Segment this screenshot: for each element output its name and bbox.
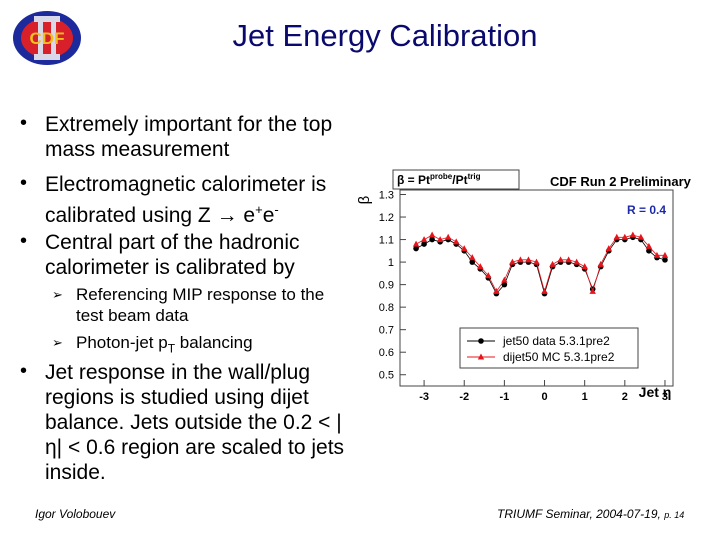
marker [429, 236, 435, 243]
x-tick-label: 0 [541, 391, 547, 403]
marker [653, 251, 661, 258]
x-tick-label: 2 [622, 391, 628, 403]
chart: 0.5 0.6 0.7 0.8 0.9 1 1.1 1.2 1.3 -3 -2 -1 0 1 2 3 β Jet … [356, 169, 692, 403]
footer-event: TRIUMF Seminar, 2004-07-19, p. 14 [497, 507, 684, 521]
marker [557, 256, 564, 263]
annotation: R = 0.4 [627, 203, 666, 217]
formula-part: β = Pt [397, 173, 430, 187]
sub-bullet-text: Referencing MIP response to the test bea… [76, 285, 325, 325]
superscript: - [274, 202, 279, 217]
formula: β = Ptprobe/Pttrig [397, 172, 481, 187]
text: TRIUMF Seminar, 2004-07-19, [497, 507, 661, 521]
marker [469, 254, 476, 261]
marker [533, 258, 540, 265]
bullet-text: Jet response in the wall/plug regions is… [45, 361, 345, 484]
marker [565, 256, 572, 263]
marker [420, 236, 428, 243]
chart-title: CDF Run 2 Preliminary [550, 174, 692, 189]
marker [525, 256, 532, 263]
bullet-text: Electromagnetic calorimeter is calibrate… [45, 172, 355, 228]
marker [646, 248, 652, 254]
sub-bullet-text: Photon-jet pT balancing [76, 332, 351, 359]
marker [581, 263, 588, 270]
marker [421, 241, 427, 247]
marker [428, 231, 436, 238]
y-tick-label: 1.3 [379, 190, 394, 202]
y-tick-label: 1.1 [379, 235, 394, 247]
svg-text:CDF: CDF [30, 29, 65, 48]
subscript: T [167, 341, 176, 356]
text: Electromagnetic calorimeter is calibrate… [45, 173, 327, 227]
footer-author: Igor Volobouev [35, 507, 116, 521]
x-tick-label: -2 [459, 391, 469, 403]
legend-marker [478, 338, 484, 344]
marker [549, 260, 556, 267]
marker [444, 233, 452, 240]
text: Photon-jet p [76, 333, 168, 352]
x-tick-label: -3 [419, 391, 429, 403]
marker [637, 233, 645, 240]
marker [517, 256, 524, 263]
marker [477, 263, 484, 270]
bullet-text: Central part of the hadronic calorimeter… [45, 231, 300, 279]
marker [629, 231, 637, 238]
y-tick-label: 0.7 [379, 325, 394, 337]
superscript: + [255, 202, 263, 217]
formula-part: /Pt [452, 173, 467, 187]
x-tick-label: 3 [662, 391, 668, 403]
y-tick-label: 0.9 [379, 280, 394, 292]
slide-title: Jet Energy Calibration [232, 18, 538, 53]
marker [541, 287, 548, 294]
marker [621, 233, 629, 240]
formula-part: probe [430, 172, 453, 181]
marker [501, 281, 508, 288]
marker [605, 245, 612, 252]
marker [597, 260, 604, 267]
marker [589, 287, 596, 294]
marker [493, 287, 500, 294]
formula-box [392, 169, 520, 190]
cdf-logo: CDF [13, 11, 81, 65]
y-tick-label: 1 [388, 257, 394, 269]
legend-label: dijet50 MC 5.3.1pre2 [503, 350, 615, 364]
marker [412, 240, 420, 247]
x-axis-label: Jet η [639, 384, 672, 400]
y-tick-label: 1.2 [379, 212, 394, 224]
marker [461, 245, 468, 252]
y-tick-label: 0.8 [379, 302, 394, 314]
page-number: p. 14 [664, 510, 685, 520]
marker [453, 238, 460, 245]
marker [573, 258, 580, 265]
formula-part: trig [468, 172, 481, 181]
text: e [262, 204, 275, 227]
legend-label: jet50 data 5.3.1pre2 [502, 334, 610, 348]
legend-box [459, 327, 639, 369]
marker [469, 259, 476, 265]
marker [661, 251, 669, 258]
legend-marker [477, 353, 485, 360]
marker [501, 276, 508, 283]
marker [509, 258, 516, 265]
x-tick-label: -1 [499, 391, 509, 403]
x-tick-label: 1 [582, 391, 588, 403]
text: balancing [175, 333, 253, 352]
y-tick-label: 0.5 [379, 370, 394, 382]
marker [413, 245, 419, 252]
y-axis-label: β [356, 195, 373, 204]
bullet-text: Extremely important for the top mass mea… [45, 113, 333, 161]
marker [485, 272, 492, 279]
marker [662, 257, 668, 263]
y-tick-label: 0.6 [379, 347, 394, 359]
marker [613, 233, 620, 240]
marker [645, 242, 653, 249]
marker [436, 236, 444, 243]
